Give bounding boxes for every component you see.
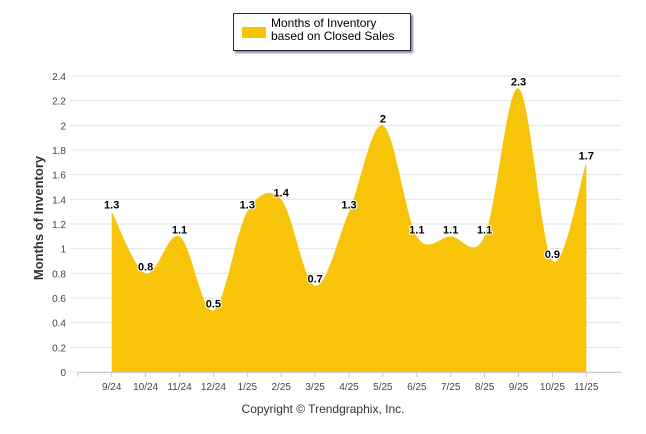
y-tick-label: 2.2 [52,97,66,108]
data-label: 1.4 [274,187,290,199]
y-tick-label: 0 [60,368,66,379]
y-tick-label: 1 [60,245,66,256]
data-label: 1.1 [172,224,187,236]
x-tick-label: 11/24 [167,382,192,393]
y-axis-title: Months of Inventory [31,155,46,280]
data-label: 1.3 [240,200,255,212]
y-tick-label: 1.8 [52,146,66,157]
y-tick-label: 1.4 [52,195,66,206]
x-tick-label: 5/25 [373,382,393,393]
y-tick-label: 0.8 [52,269,66,280]
copyright-text: Copyright © Trendgraphix, Inc. [241,402,405,416]
y-tick-label: 0.4 [52,319,66,330]
x-tick-label: 9/24 [102,382,122,393]
x-tick-label: 9/25 [509,382,529,393]
data-label: 0.9 [545,249,560,261]
x-tick-label: 10/25 [540,382,565,393]
x-tick-label: 4/25 [339,382,359,393]
y-tick-label: 0.2 [52,343,66,354]
x-tick-label: 12/24 [201,382,226,393]
x-tick-label: 6/25 [407,382,427,393]
data-label: 1.1 [443,224,458,236]
data-label: 1.1 [477,224,492,236]
area-series [111,88,587,372]
data-label: 0.5 [206,298,221,310]
legend-swatch [242,27,266,38]
x-tick-label: 11/25 [574,382,599,393]
data-label: 0.7 [307,274,322,286]
data-label: 1.7 [579,150,594,162]
legend-label: Months of Inventory based on Closed Sale… [271,16,395,43]
y-tick-label: 1.6 [52,171,66,182]
x-tick-label: 1/25 [238,382,258,393]
data-label: 1.1 [409,224,424,236]
x-tick-label: 3/25 [305,382,325,393]
data-label: 1.3 [341,200,356,212]
data-label: 2 [380,113,386,125]
data-label: 1.3 [104,200,119,212]
data-label: 2.3 [511,76,526,88]
y-tick-label: 2 [60,121,66,132]
y-tick-label: 2.4 [52,72,66,83]
x-tick-label: 10/24 [133,382,158,393]
x-tick-label: 8/25 [475,382,495,393]
x-tick-label: 2/25 [271,382,291,393]
y-tick-label: 0.6 [52,294,66,305]
data-label: 0.8 [138,261,153,273]
chart-legend: Months of Inventory based on Closed Sale… [233,13,411,51]
y-tick-label: 1.2 [52,220,66,231]
x-tick-label: 7/25 [441,382,461,393]
